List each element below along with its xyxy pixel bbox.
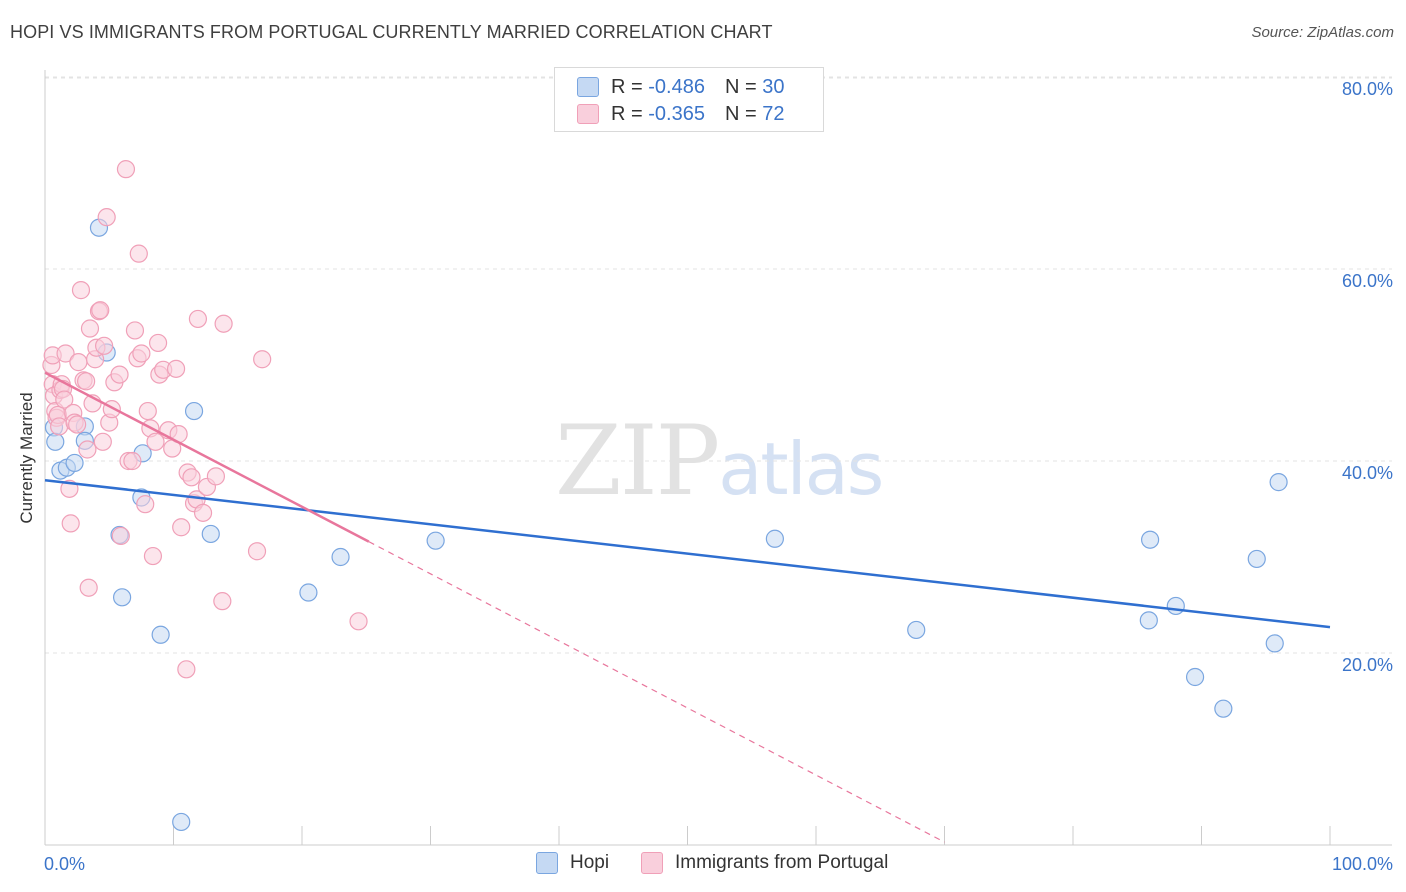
legend-row-hopi: R = -0.486 N = 30 [577, 73, 784, 101]
hopi-trend-line [44, 478, 1331, 629]
hopi-point [426, 531, 445, 550]
portugal-trend-line [44, 371, 370, 543]
portugal-point [172, 518, 191, 537]
portugal-r-label: R = [611, 102, 643, 125]
portugal-point [116, 160, 136, 179]
hopi-legend-label: Hopi [570, 852, 610, 873]
portugal-legend-swatch [641, 852, 663, 874]
portugal-point [166, 359, 186, 378]
portugal-point [349, 612, 368, 631]
hopi-point [907, 620, 926, 640]
source-label: Source: ZipAtlas.com [1251, 24, 1394, 41]
hopi-n-value: 30 [762, 75, 785, 98]
hopi-point [1140, 530, 1160, 549]
hopi-point [46, 432, 65, 451]
portugal-point [111, 526, 130, 545]
portugal-point [80, 319, 100, 338]
portugal-point [110, 365, 129, 384]
portugal-point [188, 309, 208, 329]
portugal-point [93, 432, 112, 451]
portugal-point [136, 495, 155, 514]
portugal-n-value: 72 [762, 102, 785, 125]
y-tick-label: 20.0% [1342, 655, 1393, 675]
portugal-point [206, 467, 226, 486]
portugal-point [138, 401, 157, 421]
portugal-legend-label: Immigrants from Portugal [675, 852, 889, 873]
legend-row-portugal: R = -0.365 N = 72 [577, 100, 784, 128]
portugal-point [253, 350, 272, 369]
hopi-swatch [577, 77, 599, 97]
hopi-point [1166, 596, 1185, 616]
hopi-point [1139, 611, 1158, 630]
portugal-point [61, 514, 80, 533]
hopi-r-value: -0.486 [648, 75, 705, 98]
hopi-r-label: R = [611, 75, 643, 98]
portugal-point [97, 208, 116, 227]
portugal-point [213, 592, 232, 611]
portugal-r-value: -0.365 [648, 102, 705, 125]
hopi-n-label: N = [724, 75, 757, 98]
bottom-legend-portugal: Immigrants from Portugal [641, 852, 888, 874]
hopi-point [331, 547, 350, 567]
portugal-point [132, 344, 151, 363]
y-tick-label: 60.0% [1342, 271, 1393, 291]
portugal-point [79, 578, 98, 597]
portugal-point [123, 451, 142, 471]
bottom-legend-hopi: Hopi [536, 852, 609, 874]
hopi-point [151, 625, 170, 644]
portugal-point [129, 244, 148, 263]
hopi-point [172, 812, 191, 832]
hopi-point [1269, 473, 1288, 492]
portugal-point [143, 546, 163, 566]
hopi-legend-swatch [536, 852, 558, 874]
portugal-point [247, 542, 267, 561]
hopi-point [1214, 699, 1233, 718]
portugal-point [193, 503, 213, 522]
hopi-point [1247, 549, 1266, 569]
watermark-atlas: atlas [718, 427, 884, 511]
portugal-point [71, 281, 91, 300]
hopi-point [1185, 667, 1205, 687]
portugal-point [68, 415, 87, 434]
hopi-point [299, 583, 318, 602]
hopi-point [201, 524, 220, 544]
hopi-point [184, 401, 204, 421]
portugal-n-label: N = [724, 102, 757, 125]
portugal-swatch [577, 104, 599, 124]
portugal-point [146, 432, 165, 451]
chart-title: HOPI VS IMMIGRANTS FROM PORTUGAL CURRENT… [10, 22, 773, 42]
portugal-point [148, 333, 168, 353]
portugal-point [95, 336, 114, 355]
portugal-point [91, 301, 110, 320]
hopi-point [65, 453, 84, 473]
y-tick-label: 40.0% [1342, 463, 1393, 483]
x-tick-label: 0.0% [44, 854, 85, 874]
portugal-point [125, 321, 145, 340]
x-tick-label: 100.0% [1332, 854, 1393, 874]
portugal-point [56, 344, 75, 363]
portugal-point [55, 390, 74, 409]
portugal-point [177, 660, 196, 679]
portugal-point [182, 468, 201, 487]
portugal-trend-extension [368, 541, 945, 843]
correlation-legend: R = -0.486 N = 30 R = -0.365 N = 72 [554, 67, 824, 132]
hopi-point [765, 529, 784, 548]
portugal-point [214, 314, 233, 333]
hopi-point [112, 588, 132, 607]
hopi-point [1265, 634, 1284, 653]
portugal-point [78, 440, 97, 459]
portugal-point [69, 353, 88, 372]
portugal-point [77, 372, 96, 391]
portugal-point [50, 417, 69, 436]
y-tick-label: 80.0% [1342, 79, 1393, 99]
